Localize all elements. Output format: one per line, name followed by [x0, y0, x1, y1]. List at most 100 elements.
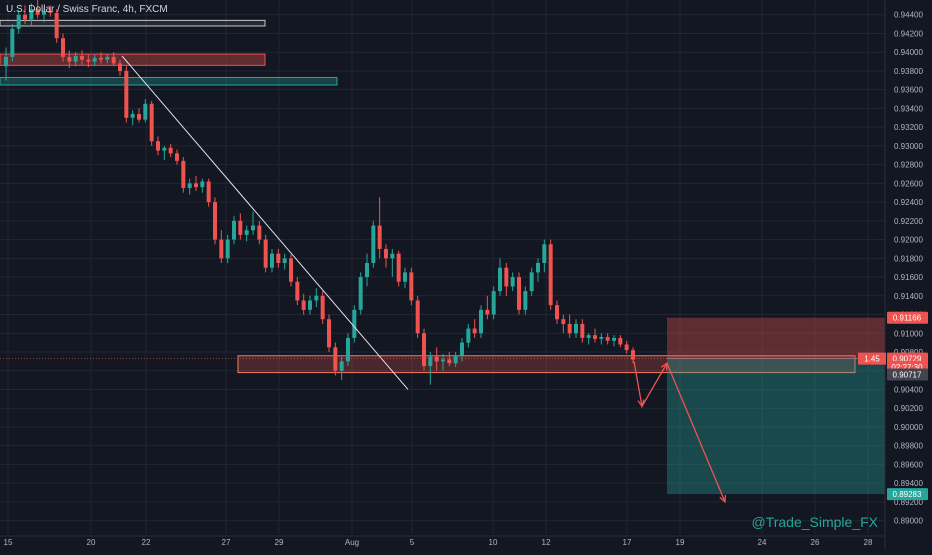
candle-body: [251, 225, 255, 231]
candle-body: [409, 272, 414, 301]
candle-body: [225, 239, 230, 259]
candle-body: [529, 272, 534, 292]
candle-body: [548, 244, 553, 306]
candle-body: [314, 295, 319, 301]
candle-body: [605, 337, 610, 341]
arrowhead-1: [637, 399, 645, 408]
price-tick-label: 0.91800: [894, 254, 923, 263]
candle-body: [61, 38, 65, 57]
support-orange-zone: [237, 355, 856, 374]
candle-body: [510, 277, 515, 287]
chart-title: U.S. Dollar / Swiss Franc, 4h, FXCM: [6, 4, 168, 15]
price-tick-label: 0.89800: [894, 442, 923, 451]
candle-body: [156, 141, 160, 151]
candle-body: [86, 59, 91, 62]
candle-body: [130, 114, 135, 118]
candle-layer: [4, 0, 635, 385]
candle-body: [631, 350, 635, 360]
date-tick-label: 5: [410, 538, 415, 547]
date-tick-label: Aug: [345, 538, 359, 547]
price-tag-last: [887, 368, 928, 381]
candle-body: [428, 356, 433, 367]
price-axis[interactable]: 0.94600 0.94400 0.94200 0.94000 0.93800 0.936…: [884, 0, 923, 550]
candle-body: [339, 361, 344, 371]
price-tick-label: 0.91600: [894, 273, 923, 282]
price-tick-label: 0.93200: [894, 123, 923, 132]
candle-body: [371, 225, 376, 263]
candle-body: [308, 300, 312, 310]
candle-body: [466, 328, 471, 343]
candle-body: [105, 56, 110, 60]
stop-loss-zone: [667, 317, 885, 359]
candle-body: [422, 333, 426, 367]
candle-body: [542, 244, 547, 263]
candle-body: [536, 263, 540, 273]
candle-body: [54, 12, 59, 39]
candle-body: [35, 9, 40, 15]
candle-body: [118, 63, 122, 71]
projection-arrow-path: [633, 361, 726, 503]
date-tick-label: 27: [222, 538, 231, 547]
candle-body: [67, 56, 72, 62]
candle-body: [403, 272, 407, 282]
candle-body: [612, 337, 616, 341]
candle-body: [187, 183, 192, 189]
candle-body: [365, 263, 369, 278]
price-tick-label: 0.94200: [894, 29, 923, 38]
candle-body: [200, 181, 205, 188]
arrowhead-2: [660, 361, 668, 371]
price-tick-label: 0.89200: [894, 498, 923, 507]
candle-body: [168, 147, 173, 154]
candle-body: [479, 309, 483, 334]
date-tick-label: 15: [4, 538, 13, 547]
candle-body: [327, 319, 331, 348]
candle-body: [333, 347, 338, 371]
candle-body: [111, 56, 116, 64]
candle-body: [580, 323, 585, 338]
price-tick-label: 0.91000: [894, 329, 923, 338]
price-tag-stop-loss: [887, 311, 928, 324]
candle-body: [491, 291, 496, 315]
candle-body: [358, 277, 363, 310]
price-tag-layer: 0.91166 0.90729 1.45 02:27:300.90717 0.89283: [858, 311, 928, 501]
candle-body: [149, 103, 154, 142]
candle-body: [472, 328, 477, 334]
candle-body: [263, 239, 268, 268]
price-tag-label: 0.89283: [893, 490, 922, 499]
time-axis[interactable]: 15 20 22 27 29 Aug 5 10 12 17 19 24 26 28: [0, 535, 885, 547]
candle-body: [137, 114, 141, 120]
candle-body: [574, 323, 578, 334]
price-tick-label: 0.92000: [894, 236, 923, 245]
price-tick-label: 0.93400: [894, 104, 923, 113]
candle-body: [270, 253, 274, 268]
date-tick-label: 29: [275, 538, 284, 547]
candle-body: [390, 253, 395, 259]
candle-body: [143, 103, 148, 120]
candle-body: [453, 355, 458, 364]
candle-body: [213, 202, 217, 240]
candle-body: [23, 14, 27, 20]
price-tag-prefix: 1.45: [864, 355, 880, 364]
price-tick-label: 0.89000: [894, 517, 923, 526]
candle-body: [415, 300, 420, 334]
price-tick-label: 0.94600: [894, 0, 923, 1]
candle-body: [555, 305, 559, 320]
candle-body: [276, 253, 281, 263]
price-tick-label: 0.93800: [894, 67, 923, 76]
candle-body: [73, 55, 78, 62]
watermark-text: @Trade_Simple_FX: [751, 514, 878, 530]
candle-body: [377, 225, 382, 249]
date-tick-label: 12: [542, 538, 551, 547]
price-tag-label: 0.90717: [893, 370, 922, 379]
candle-body: [219, 239, 224, 259]
candle-body: [447, 359, 452, 364]
price-tick-label: 0.89400: [894, 479, 923, 488]
candle-body: [4, 56, 8, 67]
candle-body: [16, 14, 21, 29]
price-tag-take-profit: [887, 488, 928, 501]
candle-body: [175, 153, 179, 161]
candle-body: [99, 57, 103, 60]
grid-layer: [0, 0, 885, 534]
